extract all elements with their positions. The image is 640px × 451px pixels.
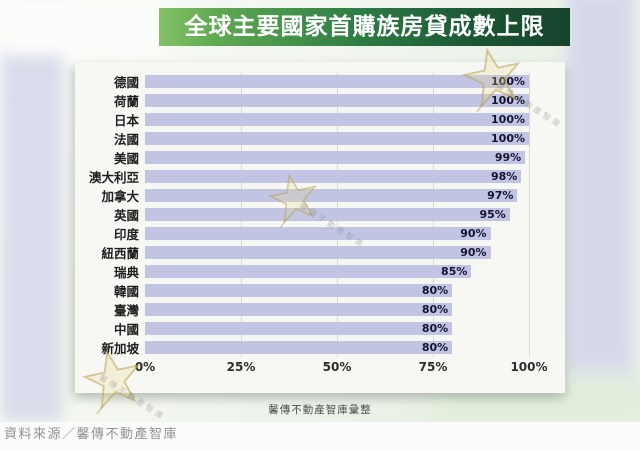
background-lavender-band-right [567,0,633,398]
bar-track: 80% [145,341,529,354]
bar-rows: 德國 100% 荷蘭 100% 日本 100% 法國 100% 美國 99% 澳大利亞 98% 加拿大 9… [75,72,565,357]
bar-track: 95% [145,208,529,221]
bar-track: 85% [145,265,529,278]
country-label: 臺灣 [113,303,139,318]
bar-value-label: 80% [421,303,449,316]
country-label: 瑞典 [113,265,139,280]
country-label: 韓國 [113,284,139,299]
bar-row: 法國 100% [75,129,565,148]
title-banner: 全球主要國家首購族房貸成數上限 [159,8,570,46]
bar-row: 韓國 80% [75,281,565,300]
country-label: 中國 [113,322,139,337]
country-label: 新加坡 [101,341,139,356]
bar-value-label: 100% [491,113,525,126]
page-title: 全球主要國家首購族房貸成數上限 [184,14,545,40]
bar-value-label: 100% [491,75,525,88]
bar-track: 80% [145,303,529,316]
bar-value-label: 80% [421,284,449,297]
bar-fill: 85% [145,265,472,278]
bar-row: 日本 100% [75,110,565,129]
bar-row: 臺灣 80% [75,300,565,319]
bar-fill: 100% [145,132,529,145]
bar-row: 瑞典 85% [75,262,565,281]
bar-fill: 95% [145,208,510,221]
bar-value-label: 95% [479,208,506,221]
country-label: 印度 [113,227,139,242]
x-tick-label: 75% [418,360,448,374]
country-label: 美國 [113,151,139,166]
country-label: 荷蘭 [113,94,139,109]
bar-track: 100% [145,132,529,145]
chart-compiled-by-caption: 馨傳不動產智庫彙整 [268,404,372,416]
bar-fill: 80% [145,341,453,354]
bar-track: 80% [145,322,529,335]
bar-row: 荷蘭 100% [75,91,565,110]
bar-row: 加拿大 97% [75,186,565,205]
country-label: 日本 [113,113,139,128]
bar-fill: 80% [145,303,453,316]
x-tick-label: 0% [134,360,156,374]
bar-row: 新加坡 80% [75,338,565,357]
bar-value-label: 100% [491,132,525,145]
bar-fill: 80% [145,284,453,297]
bar-fill: 90% [145,246,491,259]
bar-row: 澳大利亞 98% [75,167,565,186]
bar-track: 80% [145,284,529,297]
country-label: 英國 [113,208,139,223]
bar-row: 美國 99% [75,148,565,167]
source-text: 資料來源／馨傳不動產智庫 [4,427,179,442]
bar-fill: 98% [145,170,522,183]
background-white-glow [0,0,170,55]
bar-track: 100% [145,94,529,107]
x-tick-label: 50% [322,360,352,374]
bar-track: 98% [145,170,529,183]
bar-track: 90% [145,227,529,240]
bar-track: 100% [145,75,529,88]
bar-value-label: 99% [494,151,522,164]
bar-fill: 97% [145,189,518,202]
bar-value-label: 80% [421,341,449,354]
bar-row: 印度 90% [75,224,565,243]
country-label: 德國 [113,75,139,90]
country-label: 紐西蘭 [101,246,139,261]
source-bar: 資料來源／馨傳不動產智庫 [0,422,640,451]
bar-fill: 90% [145,227,491,240]
bar-value-label: 98% [490,170,518,183]
bar-fill: 99% [145,151,526,164]
country-label: 法國 [113,132,139,147]
country-label: 加拿大 [101,189,139,204]
bar-fill: 100% [145,113,529,126]
bar-fill: 100% [145,94,529,107]
bar-row: 德國 100% [75,72,565,91]
bar-value-label: 80% [421,322,449,335]
chart-panel: 德國 100% 荷蘭 100% 日本 100% 法國 100% 美國 99% 澳大利亞 98% 加拿大 9… [75,62,565,393]
background-lavender-band-left [2,46,62,420]
bar-track: 90% [145,246,529,259]
bar-fill: 100% [145,75,529,88]
bar-row: 英國 95% [75,205,565,224]
x-axis: 0% 25% 50% 75% 100% [75,360,565,376]
bar-track: 99% [145,151,529,164]
bar-value-label: 90% [460,246,487,259]
bar-value-label: 85% [441,265,468,278]
gridline [529,72,530,357]
x-tick-label: 100% [510,360,548,374]
bar-value-label: 90% [460,227,487,240]
bar-fill: 80% [145,322,453,335]
bar-track: 97% [145,189,529,202]
bar-row: 中國 80% [75,319,565,338]
bar-track: 100% [145,113,529,126]
bar-row: 紐西蘭 90% [75,243,565,262]
bar-value-label: 97% [487,189,514,202]
country-label: 澳大利亞 [88,170,139,185]
x-tick-label: 25% [226,360,256,374]
bar-value-label: 100% [491,94,525,107]
